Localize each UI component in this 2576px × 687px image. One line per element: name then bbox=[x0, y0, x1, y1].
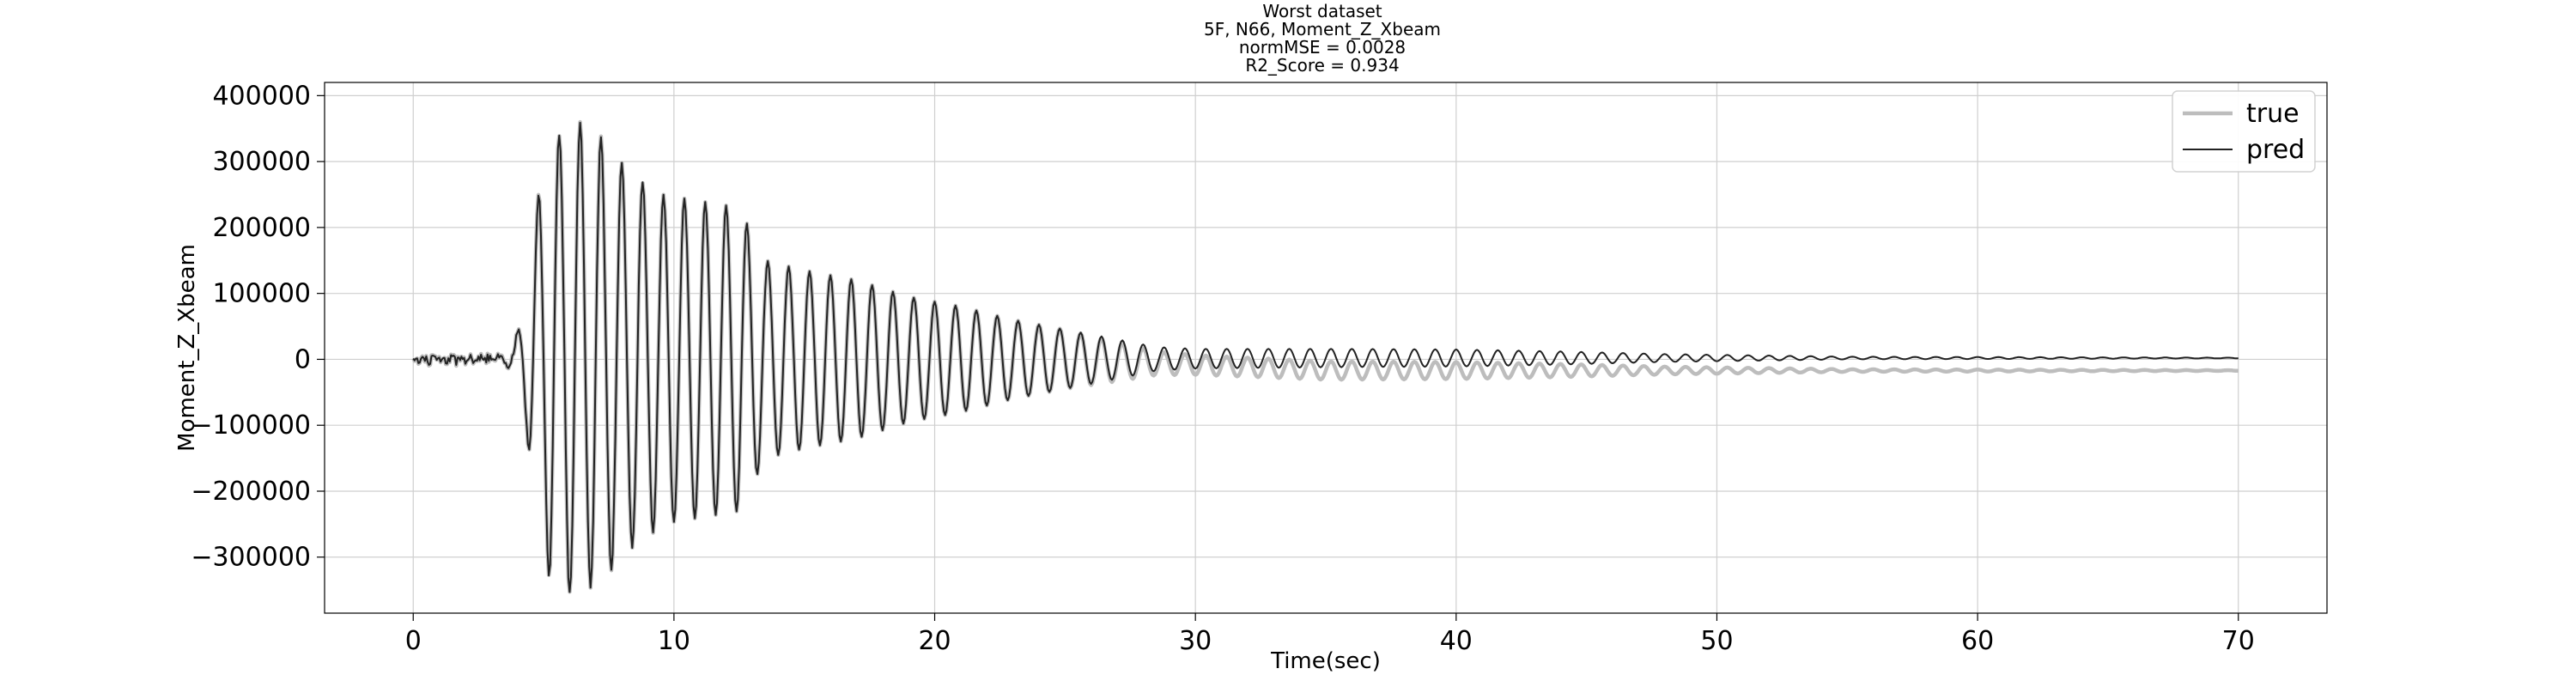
y-tick-label: −200000 bbox=[191, 477, 311, 507]
x-tick-label: 60 bbox=[1961, 626, 1994, 656]
y-tick-label: 100000 bbox=[212, 279, 311, 309]
y-tick-label: 300000 bbox=[212, 147, 311, 177]
y-tick-label: −100000 bbox=[191, 410, 311, 441]
y-axis-label: Moment_Z_Xbeam bbox=[174, 244, 200, 452]
x-tick-label: 10 bbox=[658, 626, 690, 656]
legend: true pred bbox=[2172, 91, 2315, 172]
x-tick-label: 30 bbox=[1179, 626, 1212, 656]
x-tick-label: 70 bbox=[2222, 626, 2255, 656]
x-tick-label: 20 bbox=[918, 626, 951, 656]
legend-label-true: true bbox=[2246, 99, 2300, 129]
chart-title: Worst dataset5F, N66, Moment_Z_Xbeamnorm… bbox=[1204, 1, 1441, 76]
x-tick-label: 0 bbox=[405, 626, 422, 656]
series-line-pred bbox=[413, 123, 2239, 593]
series-lines bbox=[413, 122, 2239, 592]
y-axis-ticks: −300000 −200000 −100000 0 100000 200000 300000… bbox=[191, 81, 325, 572]
title-line: R2_Score = 0.934 bbox=[1245, 55, 1399, 76]
y-tick-label: −300000 bbox=[191, 543, 311, 573]
y-tick-label: 400000 bbox=[212, 81, 311, 111]
y-tick-label: 200000 bbox=[212, 213, 311, 243]
y-tick-label: 0 bbox=[295, 344, 311, 374]
x-tick-label: 40 bbox=[1440, 626, 1473, 656]
x-axis-label: Time(sec) bbox=[1270, 648, 1381, 674]
x-tick-label: 50 bbox=[1700, 626, 1733, 656]
legend-label-pred: pred bbox=[2246, 135, 2305, 165]
